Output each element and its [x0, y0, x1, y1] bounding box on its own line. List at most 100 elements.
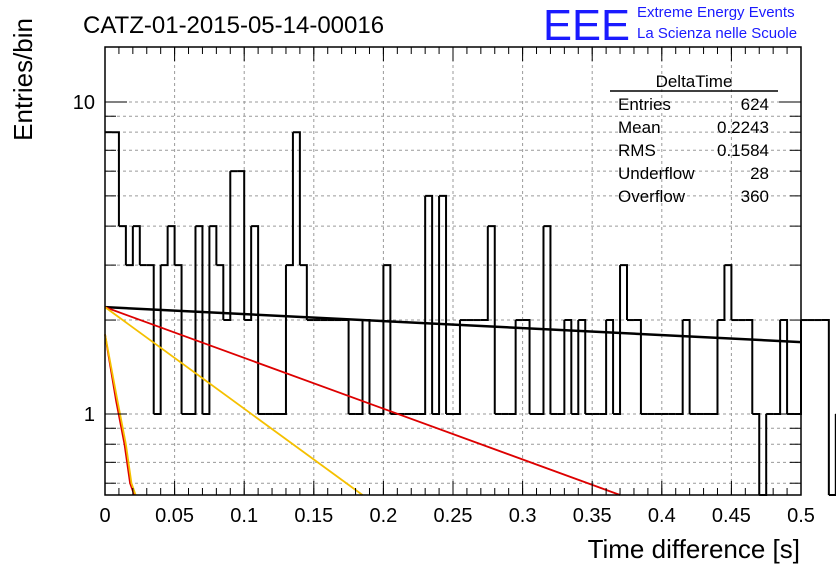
stats-label-entries: Entries	[618, 95, 671, 114]
x-tick-label: 0	[99, 505, 110, 527]
stats-label-overflow: Overflow	[618, 187, 686, 206]
histogram-bin	[111, 131, 120, 227]
x-tick-label: 0.15	[294, 505, 333, 527]
histogram-bin	[209, 225, 218, 266]
histogram-bin	[299, 264, 308, 321]
stats-label-mean: Mean	[618, 118, 661, 137]
histogram-bin	[487, 225, 496, 414]
histogram-bin	[160, 226, 169, 267]
stats-title: DeltaTime	[656, 72, 733, 91]
histogram-bin	[237, 170, 246, 321]
histogram-bin	[355, 320, 364, 415]
histogram-bin	[341, 319, 350, 414]
x-tick-label: 0.05	[155, 505, 194, 527]
histogram-bin	[223, 171, 232, 322]
histogram-bin	[780, 319, 789, 414]
x-tick-label: 0.35	[573, 505, 612, 527]
histogram-bin	[174, 264, 183, 414]
histogram-bin	[125, 226, 134, 267]
histogram-bin	[675, 320, 684, 415]
eee-logo: EEE Extreme Energy Events La Scienza nel…	[543, 1, 797, 50]
stats-value-entries: 624	[741, 95, 769, 114]
y-tick-label: 10	[73, 92, 95, 114]
histogram-bin	[543, 225, 552, 414]
histogram-bin	[251, 225, 260, 414]
fit-curve-2	[104, 306, 364, 496]
stats-box: DeltaTime Entries 624 Mean 0.2243 RMS 0.…	[610, 72, 778, 206]
fit-curve-3	[104, 334, 136, 496]
histogram-bin	[279, 265, 287, 415]
histogram-bin	[362, 319, 371, 414]
logo-line-1: Extreme Energy Events	[637, 4, 795, 21]
histogram-bin	[773, 320, 782, 415]
x-tick-label: 0.25	[434, 505, 473, 527]
x-tick-label: 0.3	[509, 505, 537, 527]
histogram-bin	[383, 264, 392, 414]
stats-value-underflow: 28	[750, 164, 769, 183]
histogram-bin	[439, 194, 448, 414]
histogram-bin	[752, 412, 761, 495]
histogram-bin	[432, 195, 441, 415]
histogram-bin	[633, 319, 642, 414]
y-axis-label: Entries/bin	[8, 18, 38, 141]
histogram-bin	[292, 131, 301, 266]
x-tick-label: 0.5	[787, 505, 815, 527]
histogram-bin	[710, 320, 719, 415]
histogram-bin	[153, 265, 162, 415]
histogram-bin	[480, 226, 489, 322]
histogram-bin	[376, 265, 385, 415]
histogram-bin	[146, 264, 155, 414]
fit-curves	[104, 305, 802, 496]
histogram-bin	[613, 265, 622, 415]
fit-curve-0	[104, 305, 802, 344]
x-tick-label: 0.2	[369, 505, 397, 527]
histogram-bin	[571, 320, 580, 415]
histogram-bin	[564, 319, 573, 414]
histogram-bin	[216, 264, 225, 321]
histogram-bin	[599, 320, 608, 415]
y-tick-label: 1	[84, 404, 95, 426]
histogram-bin	[821, 319, 830, 495]
fit-curve-4	[104, 334, 137, 496]
x-tick-label: 0.45	[712, 505, 751, 527]
histogram-bin	[202, 226, 211, 415]
histogram-bin	[425, 194, 434, 414]
histogram-bin	[724, 264, 733, 321]
x-tick-label: 0.4	[648, 505, 676, 527]
axis-ticks	[104, 47, 802, 495]
histogram-bin	[578, 319, 587, 414]
x-tick-label: 0.1	[230, 505, 258, 527]
histogram-bin	[717, 265, 726, 322]
histogram-bin	[195, 225, 204, 414]
histogram-bin	[557, 320, 566, 415]
histogram-bin	[794, 320, 802, 415]
stats-label-rms: RMS	[618, 141, 656, 160]
histogram-bin	[285, 132, 294, 267]
stats-value-overflow: 360	[741, 187, 769, 206]
stats-value-mean: 0.2243	[717, 118, 769, 137]
chart-title: CATZ-01-2015-05-14-00016	[83, 12, 384, 39]
histogram-bin	[508, 320, 517, 415]
histogram-bin	[118, 225, 127, 266]
histogram-bin	[745, 319, 754, 414]
histogram-bin	[620, 264, 628, 321]
fit-curve-1	[104, 306, 621, 496]
histogram-bin	[167, 225, 176, 266]
histogram-bin	[188, 226, 197, 415]
stats-value-rms: 0.1584	[717, 141, 769, 160]
x-axis-label: Time difference [s]	[588, 534, 800, 564]
histogram-bin	[244, 226, 253, 322]
histogram-bin	[536, 226, 545, 415]
histogram-bin	[522, 319, 531, 414]
histogram-bin	[132, 225, 141, 266]
histogram-bin	[828, 413, 836, 496]
stats-label-underflow: Underflow	[618, 164, 695, 183]
grid-lines	[105, 47, 801, 495]
eee-logo-mark: EEE	[543, 1, 630, 50]
logo-line-2: La Scienza nelle Scuole	[637, 25, 797, 42]
histogram-bin	[418, 195, 427, 415]
histogram-bin	[606, 319, 615, 414]
histogram-bin	[453, 320, 461, 415]
histogram-bin	[682, 319, 691, 414]
